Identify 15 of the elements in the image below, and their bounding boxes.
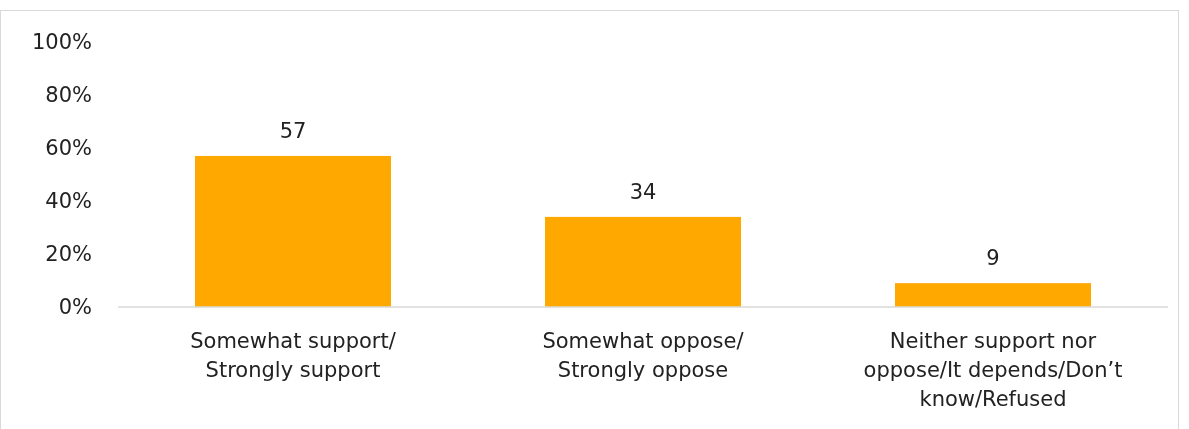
data-label: 9 bbox=[986, 246, 1000, 271]
y-tick-label: 100% bbox=[31, 30, 92, 55]
x-tick-label: Somewhat support/ Strongly support bbox=[190, 329, 397, 382]
y-tick-label: 40% bbox=[45, 189, 92, 214]
bar bbox=[545, 216, 741, 307]
y-tick-label: 0% bbox=[58, 295, 92, 320]
y-tick-label: 20% bbox=[45, 242, 92, 267]
x-tick-label: Neither support nor oppose/It depends/Don’t know/Refused bbox=[863, 329, 1123, 411]
x-tick-label: Somewhat oppose/ Strongly oppose bbox=[542, 329, 745, 382]
data-label: 57 bbox=[279, 118, 307, 143]
y-tick-label: 80% bbox=[45, 83, 92, 108]
bar bbox=[195, 155, 391, 307]
bar bbox=[895, 283, 1091, 307]
data-label: 34 bbox=[629, 179, 657, 204]
y-tick-label: 60% bbox=[45, 136, 92, 161]
